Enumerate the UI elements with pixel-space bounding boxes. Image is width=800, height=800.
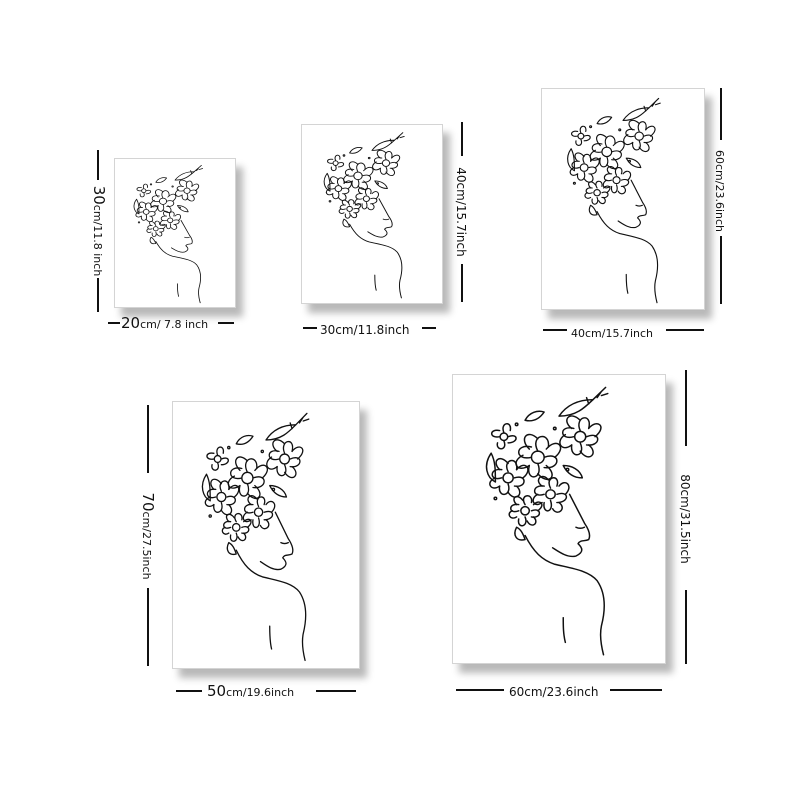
- width-label-big: 20: [121, 314, 141, 332]
- width-line-right-50x70: [316, 690, 356, 692]
- height-label-big: 30: [90, 185, 108, 205]
- height-label-small: 80cm/31.5inch: [678, 474, 692, 564]
- height-line-top-30x40: [461, 122, 463, 156]
- width-label-small: cm/19.6inch: [226, 686, 295, 699]
- width-line-right-30x40: [422, 327, 436, 329]
- width-line-right-60x80: [610, 689, 662, 691]
- width-label-60x80: 60cm/23.6inch: [509, 683, 598, 699]
- height-label-big: 70: [139, 492, 157, 512]
- line-art-woman-floral-head-icon: [133, 164, 204, 304]
- width-label-small: 60cm/23.6inch: [509, 685, 599, 699]
- line-art-woman-floral-head-icon: [201, 412, 310, 662]
- width-line-right-20x30: [218, 322, 234, 324]
- print-frame-50x70: [172, 401, 360, 669]
- width-line-left-50x70: [176, 690, 202, 692]
- height-label-50x70: 70cm/27.5inch: [139, 472, 157, 600]
- print-frame-40x60: [541, 88, 705, 310]
- width-line-right-40x60: [666, 329, 704, 331]
- width-line-left-30x40: [303, 327, 317, 329]
- width-line-left-40x60: [543, 329, 567, 331]
- width-label-20x30: 20cm/ 7.8 inch: [121, 315, 208, 331]
- height-label-small: 40cm/15.7inch: [454, 167, 468, 257]
- width-label-small: 30cm/11.8inch: [320, 323, 410, 337]
- height-label-40x60: 60cm/23.6inch: [713, 132, 729, 250]
- line-art-woman-floral-head-icon: [567, 97, 661, 304]
- height-label-30x40: 40cm/15.7inch: [454, 153, 470, 271]
- print-frame-60x80: [452, 374, 666, 664]
- height-line-bottom-50x70: [147, 588, 149, 666]
- height-label-60x80: 80cm/31.5inch: [678, 460, 694, 578]
- height-line-top-20x30: [97, 150, 99, 180]
- height-line-bottom-60x80: [685, 590, 687, 664]
- width-label-small: 40cm/15.7inch: [571, 327, 654, 340]
- print-frame-30x40: [301, 124, 443, 304]
- height-label-small: cm/11.8 inch: [91, 204, 104, 277]
- width-label-40x60: 40cm/15.7inch: [571, 324, 653, 340]
- print-frame-20x30: [114, 158, 236, 308]
- line-art-woman-floral-head-icon: [485, 386, 609, 656]
- width-label-big: 50: [207, 682, 227, 700]
- height-line-bottom-40x60: [720, 236, 722, 304]
- height-label-20x30: 30cm/11.8 inch: [90, 172, 108, 290]
- width-line-left-60x80: [456, 689, 504, 691]
- width-label-50x70: 50cm/19.6inch: [207, 683, 294, 699]
- height-label-small: 60cm/23.6inch: [713, 149, 726, 232]
- width-line-left-20x30: [108, 322, 120, 324]
- height-line-top-50x70: [147, 405, 149, 473]
- height-line-bottom-20x30: [97, 278, 99, 312]
- height-line-top-60x80: [685, 370, 687, 446]
- height-label-small: cm/27.5inch: [140, 511, 153, 580]
- height-line-top-40x60: [720, 88, 722, 140]
- height-line-bottom-30x40: [461, 264, 463, 302]
- width-label-small: cm/ 7.8 inch: [140, 318, 209, 331]
- width-label-30x40: 30cm/11.8inch: [320, 321, 409, 337]
- line-art-woman-floral-head-icon: [323, 132, 405, 299]
